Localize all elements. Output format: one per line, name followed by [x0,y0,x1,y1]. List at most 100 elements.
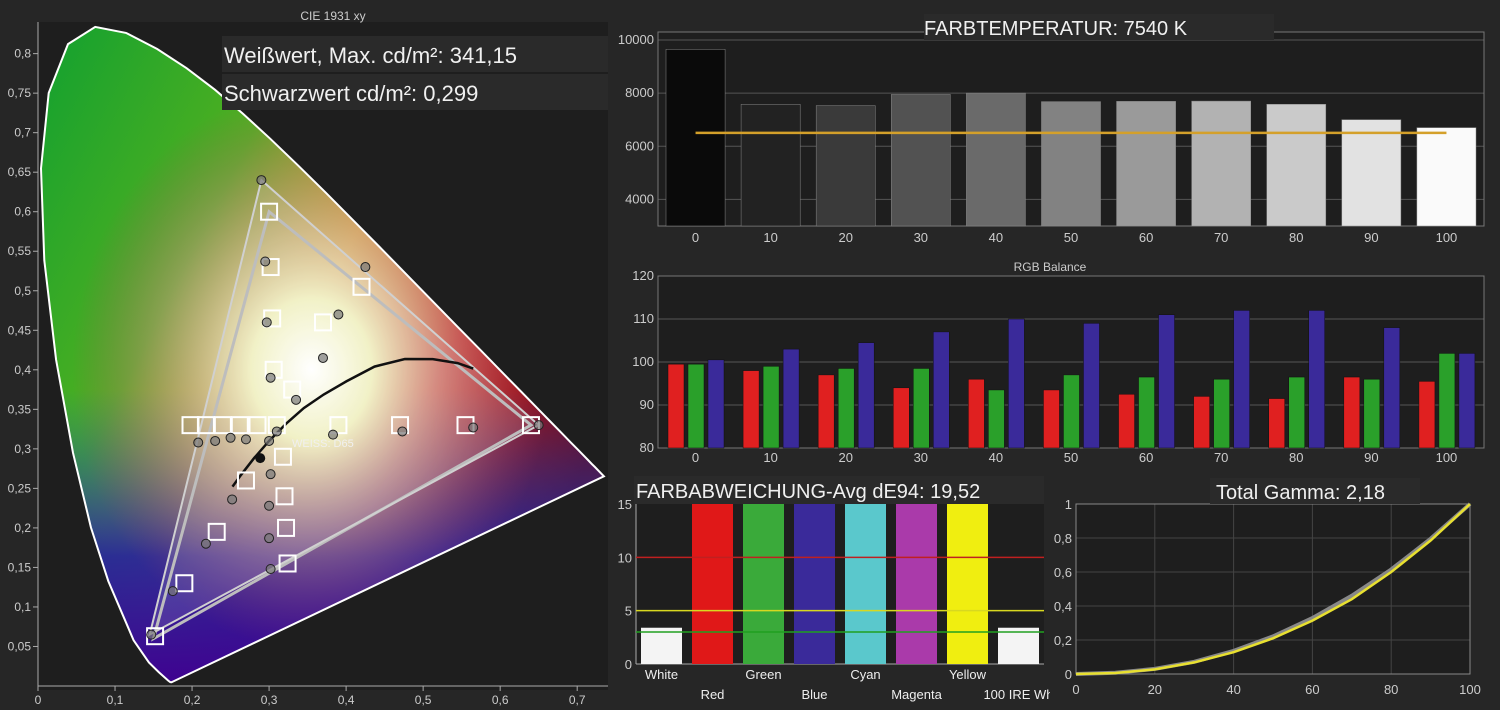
measured-point [260,256,271,267]
fa-bar [896,504,937,664]
measured-point [167,586,178,597]
gamma-y-tick-label: 0,6 [1054,565,1072,580]
measured-point [193,437,204,448]
fa-category-label: White [645,667,678,682]
rgb-bar [1383,327,1401,449]
rgb-x-tick-label: 10 [763,450,777,465]
fa-bar [845,504,886,664]
ft-y-tick-label: 6000 [625,138,654,153]
gamma-y-tick-label: 0 [1065,667,1072,682]
cie-y-tick-label: 0,6 [14,205,31,219]
measured-point [397,426,408,437]
target-point [181,416,200,435]
measured-point [227,494,238,505]
cie-y-tick-label: 0,35 [8,402,32,416]
measured-point [265,564,276,575]
rgb-bar [968,378,985,449]
cie-y-tick-label: 0,25 [8,481,32,495]
ft-x-tick-label: 60 [1139,230,1153,245]
fa-category-label: 100 IRE Wh [983,687,1050,702]
ft-x-tick-label: 90 [1364,230,1378,245]
rgb-bar [1418,381,1436,449]
rgb-bar [1363,378,1381,449]
cie-y-tick-label: 0,75 [8,86,32,100]
measured-point [271,426,282,437]
ft-bar [815,105,876,227]
rgb-bar [933,331,950,449]
ft-title-bg [924,14,1274,40]
cie-y-tick-label: 0,15 [8,560,32,574]
measured-point [468,422,479,433]
rgb-bar [762,366,780,449]
measured-point [318,352,328,363]
rgb-x-tick-label: 100 [1436,450,1458,465]
rgb-bar [782,348,800,449]
measured-point [146,629,157,640]
target-point [248,416,267,435]
measured-point [210,435,221,446]
ft-x-tick-label: 0 [692,230,699,245]
rgb-bar [1308,310,1325,449]
ft-y-tick-label: 4000 [625,191,654,206]
rgb-x-tick-label: 20 [838,450,852,465]
ft-x-tick-label: 80 [1289,230,1303,245]
target-point [207,522,226,541]
ft-bar [1266,104,1327,227]
ft-x-tick-label: 20 [838,230,852,245]
target-point [261,258,280,277]
rgb-bar [742,370,760,449]
gamma-chart: 0 0,2 0,4 0,6 0,8 1 0 20 40 60 80 100 Total Gamma: … [1054,478,1481,697]
rgb-y-tick-label: 90 [640,397,654,412]
measured-gamut-outline [148,178,541,637]
rgb-bar [1138,376,1155,449]
measured-point [240,434,251,445]
planckian-locus [231,357,474,488]
cie-x-tick-label: 0,4 [338,693,355,707]
target-point [273,447,292,466]
cie-x-tick-label: 0 [35,693,42,707]
rgb-y-tick-label: 100 [632,354,654,369]
rgb-bar [1343,376,1361,449]
cie-x-tick-label: 0,5 [415,693,432,707]
rgb-x-tick-label: 80 [1289,450,1303,465]
cie-y-tick-label: 0,05 [8,639,32,653]
ft-x-tick-label: 30 [914,230,928,245]
fa-y-tick-label: 15 [618,497,632,512]
gamma-plot-area [1076,504,1470,674]
measured-point [261,317,272,328]
rgb-bar [1043,389,1060,449]
target-point [278,554,297,573]
rgb-bar [913,368,930,449]
gamma-y-tick-label: 0,4 [1054,599,1072,614]
rgb-x-tick-label: 90 [1364,450,1378,465]
target-point [352,277,371,296]
gamma-x-tick-label: 20 [1148,682,1162,697]
measured-point [333,309,344,320]
gamma-x-tick-label: 100 [1459,682,1481,697]
rgb-bar [1438,353,1456,449]
cie-y-tick-label: 0,3 [14,442,31,456]
gamma-y-tick-label: 0,2 [1054,633,1072,648]
fa-category-label: Red [701,687,725,702]
measured-point [328,429,339,440]
cie-x-tick-label: 0,7 [569,693,586,707]
gamma-x-tick-label: 60 [1305,682,1319,697]
fa-category-label: Blue [801,687,827,702]
gamma-x-tick-label: 40 [1226,682,1240,697]
rgb-bar [667,363,685,449]
measured-point [265,372,276,383]
gamma-title: Total Gamma: 2,18 [1216,482,1385,504]
ft-bar [891,94,951,227]
ft-bar [1416,127,1477,227]
cie-y-tick-label: 0,45 [8,323,32,337]
rgb-y-tick-label: 110 [633,311,654,326]
white-label-bg [222,36,608,72]
rgb-bar [1193,396,1210,449]
gamma-series-line [1075,503,1471,676]
rgb-bar [857,342,875,449]
ft-x-tick-label: 50 [1064,230,1078,245]
cie-title: CIE 1931 xy [300,9,365,23]
fa-category-label: Yellow [949,667,987,682]
fa-title: FARBABWEICHUNG-Avg dE94: 19,52 [636,481,980,503]
rgb-x-tick-label: 40 [989,450,1003,465]
